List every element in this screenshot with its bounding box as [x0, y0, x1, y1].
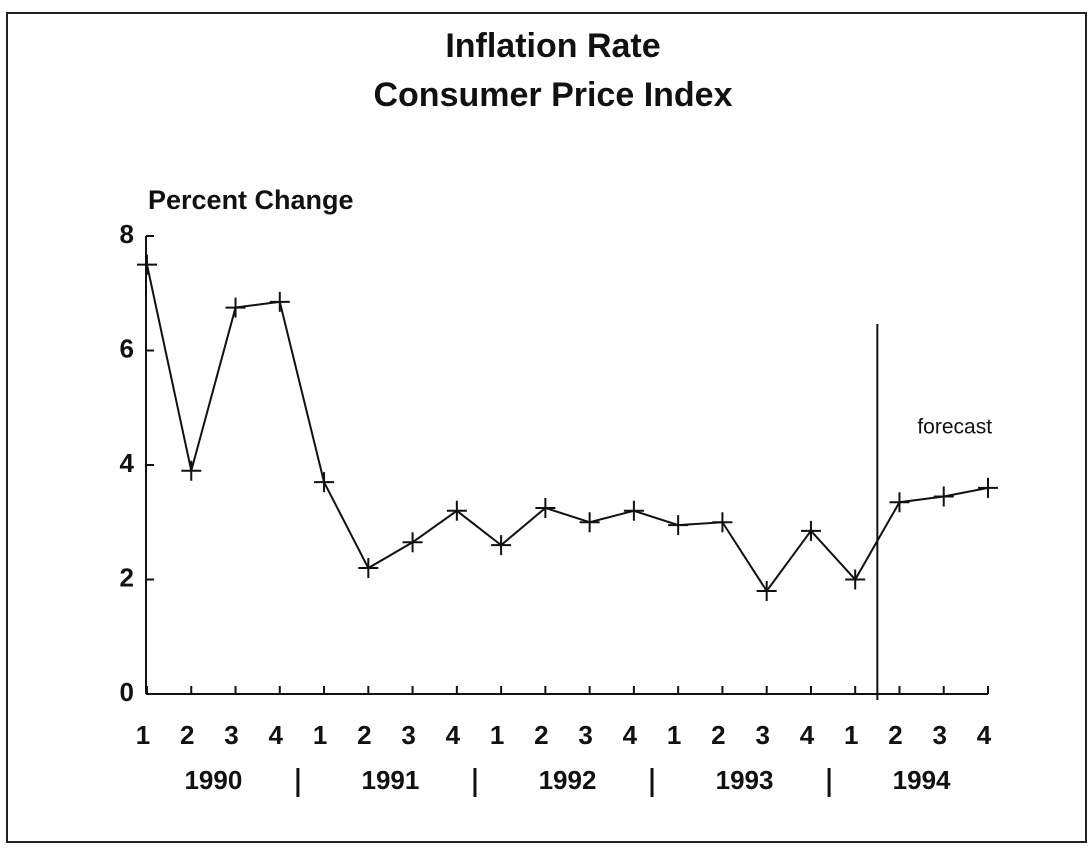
point-marker — [978, 477, 998, 498]
x-tick-label: 3 — [578, 720, 592, 750]
point-marker — [845, 569, 866, 590]
point-marker — [137, 254, 157, 275]
x-tick-label: 3 — [933, 720, 947, 750]
chart-title: Inflation Rate — [445, 27, 660, 65]
x-tick-label: 1 — [490, 720, 504, 750]
point-marker — [712, 512, 733, 533]
line — [146, 264, 989, 593]
point-marker — [668, 515, 689, 536]
x-tick-label: 2 — [357, 720, 371, 750]
year-label: 1994 — [893, 765, 951, 795]
point-marker — [446, 500, 467, 521]
x-tick-label: 2 — [534, 720, 548, 750]
point-marker — [491, 535, 512, 556]
point-marker — [579, 512, 600, 533]
point-marker — [756, 580, 777, 601]
point-marker — [933, 486, 954, 507]
x-tick-label: 2 — [711, 720, 725, 750]
x-tick-label: 4 — [800, 720, 815, 750]
chart-subtitle: Consumer Price Index — [373, 76, 732, 114]
y-axis-label: Percent Change — [148, 185, 354, 215]
point-marker — [800, 520, 821, 541]
year-label: 1992 — [539, 765, 597, 795]
frame — [6, 12, 1087, 843]
x-tick-label: 1 — [313, 720, 327, 750]
point-marker — [889, 492, 910, 513]
point-marker — [225, 297, 246, 318]
point-marker — [181, 460, 202, 481]
annotation: forecast — [917, 416, 992, 439]
y-tick-label: 2 — [120, 562, 134, 592]
x-tick-label: 4 — [977, 720, 992, 750]
x-tick-label: 1 — [136, 720, 150, 750]
x-tick-label: 4 — [623, 720, 638, 750]
y-tick-label: 0 — [120, 677, 134, 707]
point-marker — [402, 532, 423, 553]
year-label: 1990 — [184, 765, 242, 795]
point-marker — [535, 497, 556, 518]
y-tick-label: 6 — [120, 333, 134, 363]
x-tick-label: 2 — [180, 720, 194, 750]
y-tick-label: 8 — [120, 219, 134, 249]
x-tick-label: 3 — [755, 720, 769, 750]
x-tick-label: 1 — [844, 720, 858, 750]
x-tick-label: 4 — [446, 720, 461, 750]
x-tick-label: 3 — [401, 720, 415, 750]
point-marker — [358, 558, 379, 579]
year-label: 1993 — [716, 765, 774, 795]
point-marker — [314, 472, 335, 493]
x-tick-label: 3 — [224, 720, 238, 750]
point-marker — [269, 291, 290, 312]
point-marker — [623, 500, 644, 521]
year-label: 1991 — [362, 765, 420, 795]
x-tick-label: 4 — [269, 720, 284, 750]
x-tick-label: 1 — [667, 720, 681, 750]
x-tick-label: 2 — [888, 720, 902, 750]
y-tick-label: 4 — [120, 448, 135, 478]
